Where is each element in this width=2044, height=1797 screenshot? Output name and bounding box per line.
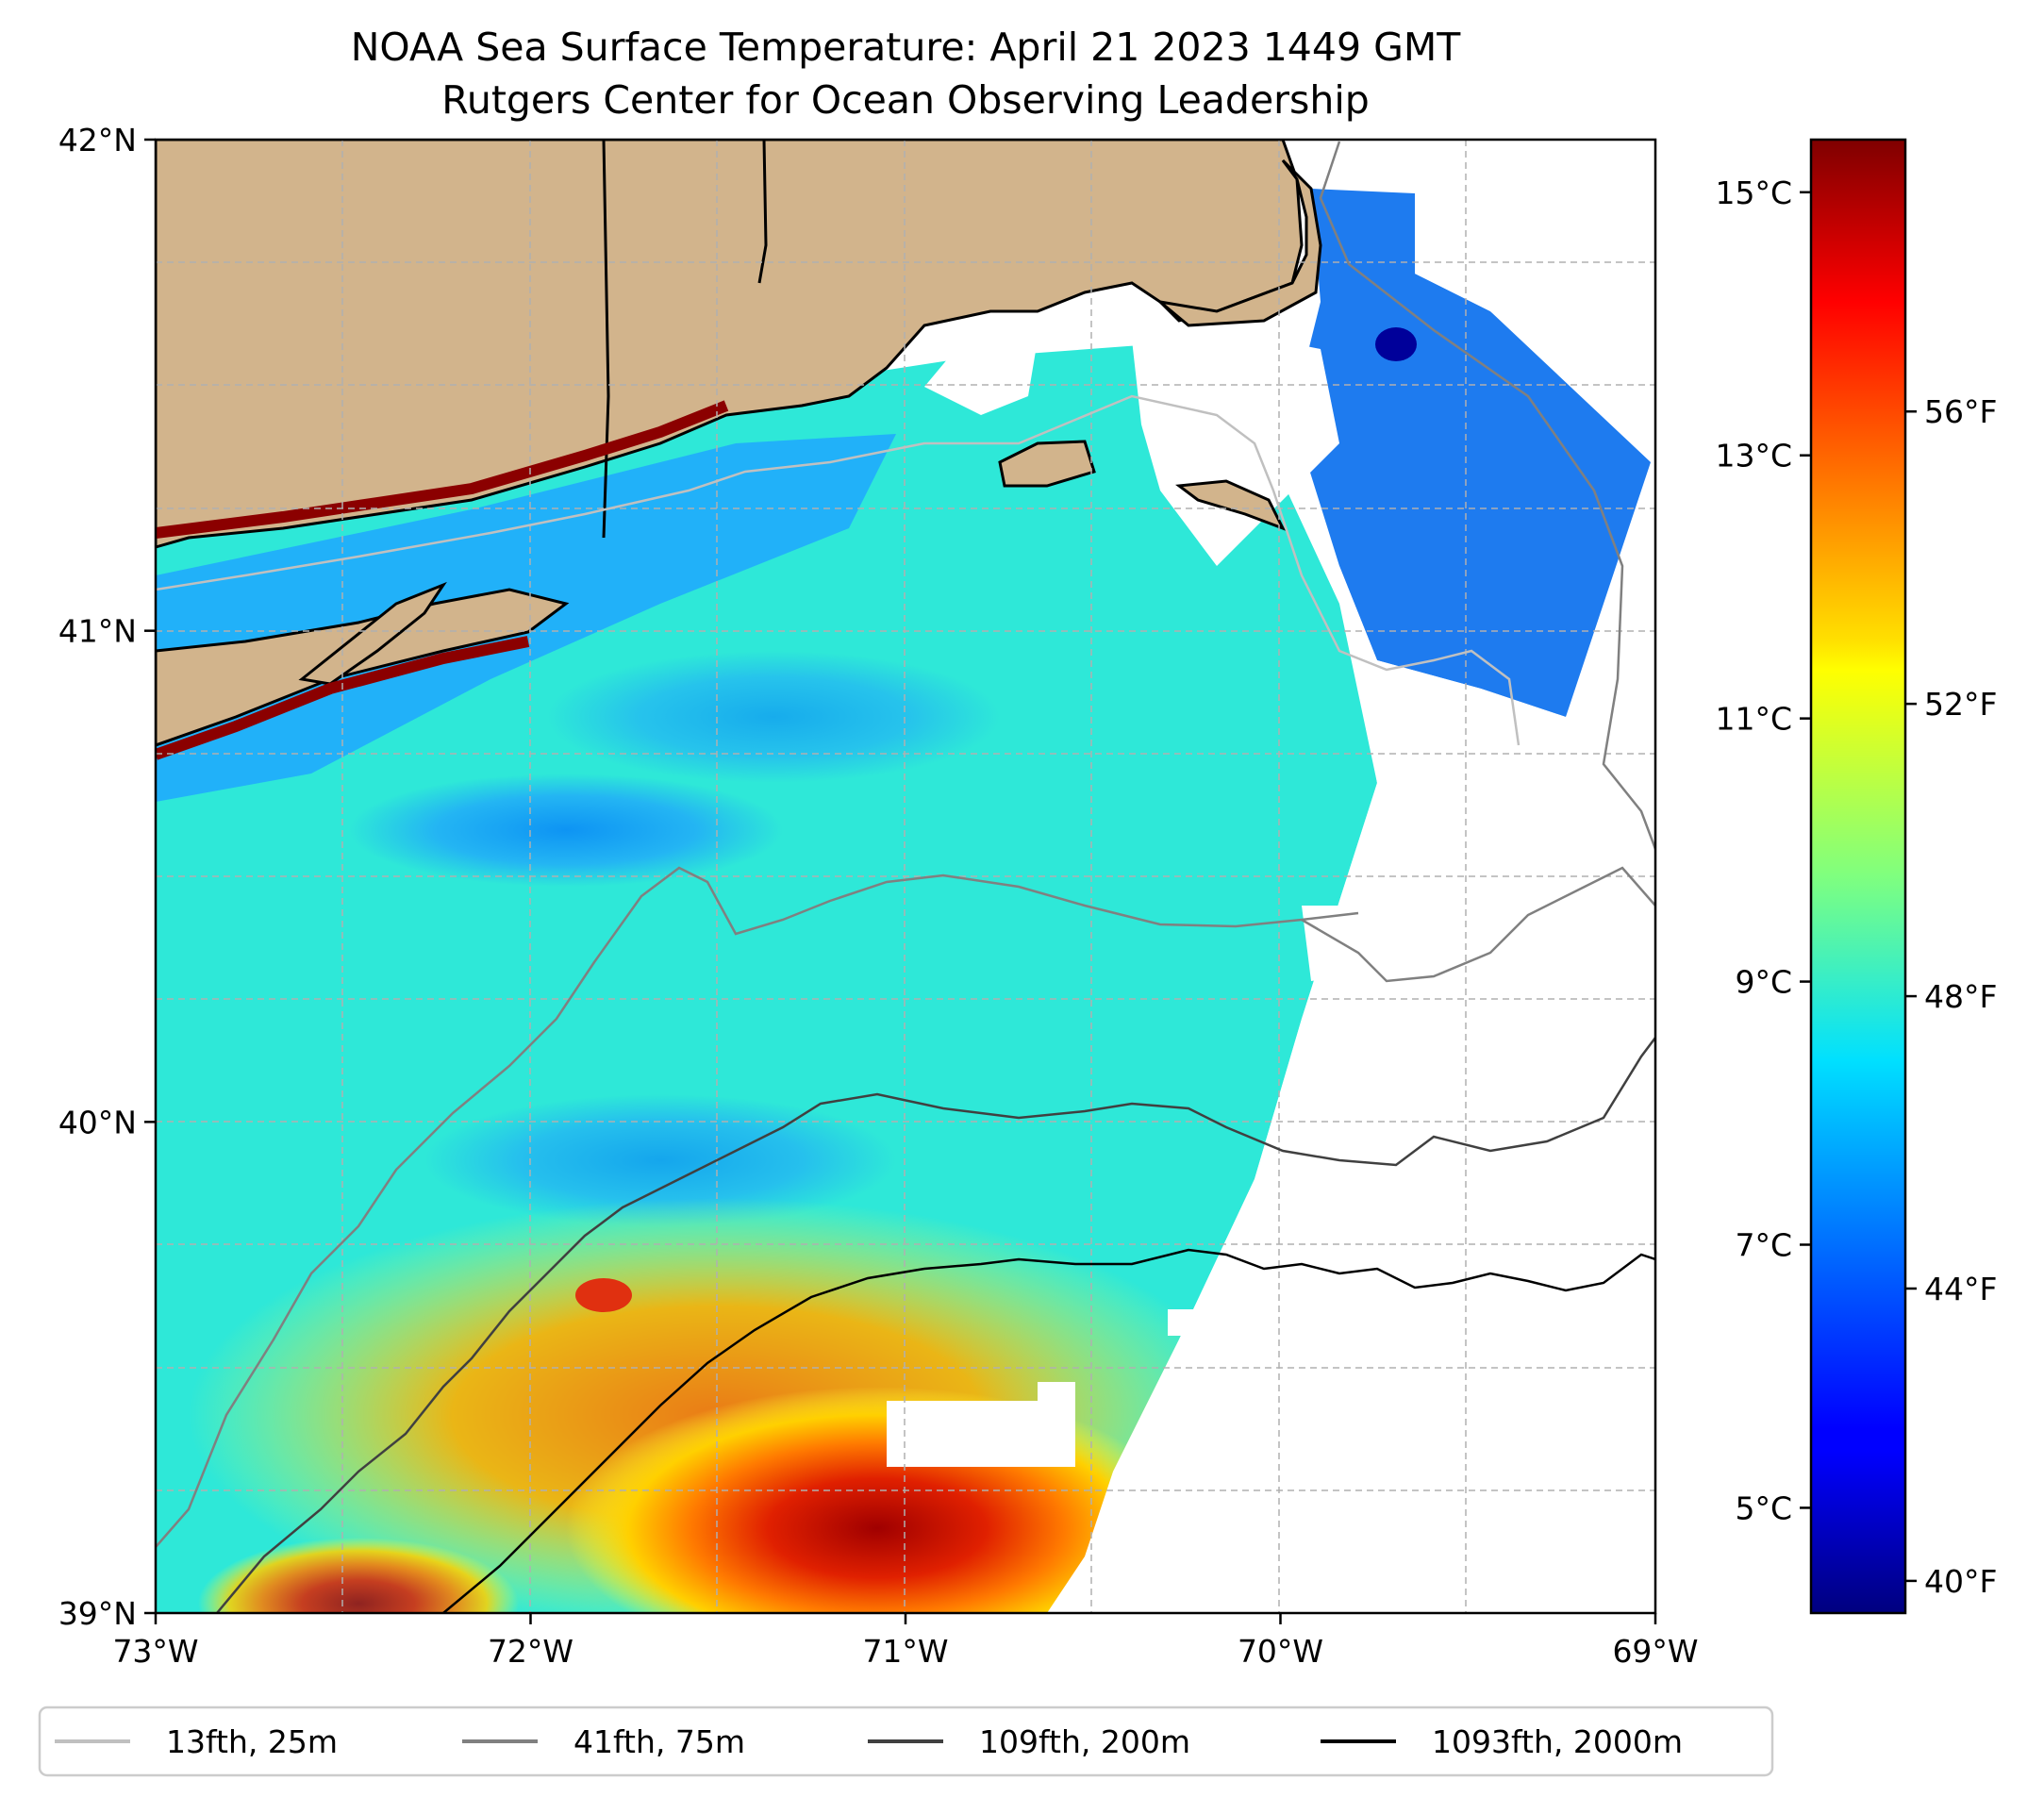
lat-tick-label: 40°N — [58, 1104, 137, 1140]
land-marthas-vineyard — [998, 440, 1096, 488]
land — [156, 140, 1322, 760]
bathymetry-legend: 13fth, 25m 41fth, 75m 109fth, 200m 1093fth,… — [38, 1705, 1774, 1777]
land-nantucket — [1175, 479, 1287, 531]
sst-field — [156, 140, 1655, 1613]
lat-tick-label: 42°N — [58, 122, 137, 158]
legend-label: 13fth, 25m — [166, 1723, 338, 1760]
celsius-tick-label: 7°C — [1735, 1227, 1792, 1264]
fahrenheit-tick-label: 40°F — [1924, 1563, 1997, 1600]
fahrenheit-tick-label: 52°F — [1924, 686, 1997, 723]
latitude-axis: 42°N 41°N 40°N 39°N — [58, 122, 156, 1632]
fahrenheit-tick-label: 48°F — [1924, 978, 1997, 1015]
land-cape-cod — [1155, 158, 1322, 327]
sst-cold-spot — [1375, 327, 1417, 361]
colorbar-fahrenheit-ticks: 40°F 44°F 48°F 52°F 56°F — [1905, 393, 1997, 1600]
coast-warm-fringe-li — [156, 636, 530, 760]
sst-warm-southwest — [198, 1538, 519, 1613]
state-boundary-1 — [602, 140, 610, 539]
legend-items: 13fth, 25m 41fth, 75m 109fth, 200m 1093fth,… — [55, 1723, 1683, 1760]
no-data-offshore-patch — [1302, 906, 1377, 981]
celsius-tick-label: 11°C — [1715, 701, 1792, 738]
celsius-tick-label: 9°C — [1735, 964, 1792, 1001]
lon-tick-label: 73°W — [112, 1633, 198, 1670]
fahrenheit-tick-label: 56°F — [1924, 393, 1997, 430]
contour-75m-gulf — [1319, 141, 1655, 850]
state-boundary-2 — [757, 140, 768, 284]
lat-tick-label: 39°N — [58, 1595, 137, 1632]
contour-75m-west — [156, 866, 1359, 1548]
no-data-east — [1047, 566, 1655, 1613]
map-panel — [156, 140, 1655, 1613]
colorbar-celsius-ticks: 5°C 7°C 9°C 11°C 13°C 15°C — [1715, 175, 1811, 1526]
land-long-island — [156, 588, 570, 747]
coast-warm-fringe — [156, 400, 729, 539]
no-data-cloud-3 — [1168, 1309, 1196, 1336]
celsius-tick-label: 15°C — [1715, 175, 1792, 211]
celsius-tick-label: 13°C — [1715, 438, 1792, 474]
no-data-cloud-2 — [1038, 1382, 1075, 1420]
legend-label: 1093fth, 2000m — [1432, 1723, 1683, 1760]
sst-cool-patch-2 — [547, 651, 1000, 783]
bathymetry-contours — [156, 141, 1655, 1613]
legend-label: 41fth, 75m — [573, 1723, 745, 1760]
no-data-nantucket-sound — [1132, 330, 1339, 566]
contour-2000m — [442, 1248, 1655, 1613]
sst-warm-spot — [575, 1278, 632, 1312]
no-data-sound — [924, 330, 1038, 415]
contour-200m — [216, 1037, 1655, 1613]
sst-cool-patch-1 — [349, 774, 783, 887]
graticule — [156, 140, 1655, 1613]
colorbar: 5°C 7°C 9°C 11°C 13°C 15°C 40°F 44°F 48°F 52°F 56… — [1715, 138, 1997, 1615]
no-data-north-east — [1415, 140, 1655, 453]
lat-tick-label: 41°N — [58, 613, 137, 650]
contour-75m-east — [1301, 866, 1655, 983]
sst-cold-patch-east — [1292, 189, 1651, 717]
contour-25m — [156, 394, 1521, 746]
sst-cool-patch-3 — [424, 1094, 896, 1226]
lon-tick-label: 71°W — [862, 1633, 948, 1670]
fahrenheit-tick-label: 44°F — [1924, 1271, 1997, 1307]
legend-label: 109fth, 200m — [979, 1723, 1190, 1760]
lon-tick-label: 72°W — [488, 1633, 573, 1670]
map-title-line-2: Rutgers Center for Ocean Observing Leade… — [441, 77, 1370, 123]
celsius-tick-label: 5°C — [1735, 1489, 1792, 1526]
lon-tick-label: 70°W — [1238, 1633, 1323, 1670]
map-title-line-1: NOAA Sea Surface Temperature: April 21 2… — [351, 25, 1462, 70]
colorbar-gradient — [1809, 138, 1907, 1615]
longitude-axis: 73°W 72°W 71°W 70°W 69°W — [112, 1613, 1699, 1670]
lon-tick-label: 69°W — [1612, 1633, 1698, 1670]
